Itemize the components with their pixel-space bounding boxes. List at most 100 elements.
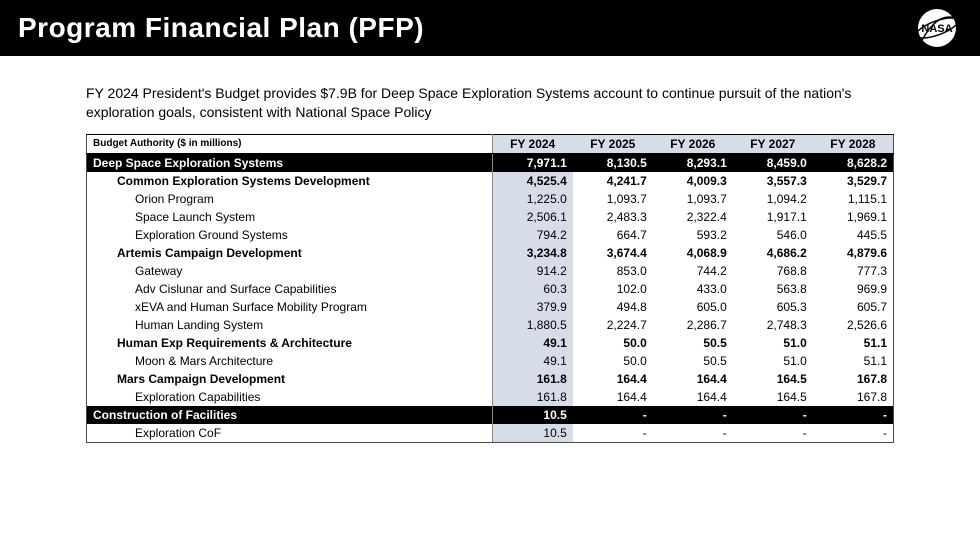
row-value: 4,009.3 — [653, 172, 733, 190]
table-row: Orion Program1,225.01,093.71,093.71,094.… — [87, 190, 894, 208]
table-row: xEVA and Human Surface Mobility Program3… — [87, 298, 894, 316]
row-value: 593.2 — [653, 226, 733, 244]
intro-text: FY 2024 President's Budget provides $7.9… — [86, 84, 894, 122]
row-value: 605.3 — [733, 298, 813, 316]
row-label: Adv Cislunar and Surface Capabilities — [87, 280, 493, 298]
table-row: Human Landing System1,880.52,224.72,286.… — [87, 316, 894, 334]
table-row: Exploration Capabilities161.8164.4164.41… — [87, 388, 894, 406]
row-value: 1,917.1 — [733, 208, 813, 226]
row-value: 3,529.7 — [813, 172, 894, 190]
row-value: 605.0 — [653, 298, 733, 316]
row-label: Space Launch System — [87, 208, 493, 226]
row-value: 49.1 — [492, 334, 573, 352]
row-label: Mars Campaign Development — [87, 370, 493, 388]
row-label: Exploration Ground Systems — [87, 226, 493, 244]
row-value: 167.8 — [813, 370, 894, 388]
table-row: Exploration Ground Systems794.2664.7593.… — [87, 226, 894, 244]
row-value: 10.5 — [492, 424, 573, 443]
table-row: Common Exploration Systems Development4,… — [87, 172, 894, 190]
table-row: Space Launch System2,506.12,483.32,322.4… — [87, 208, 894, 226]
row-value: 4,686.2 — [733, 244, 813, 262]
row-value: 4,068.9 — [653, 244, 733, 262]
content-area: FY 2024 President's Budget provides $7.9… — [0, 56, 980, 443]
row-value: 1,880.5 — [492, 316, 573, 334]
row-value: 546.0 — [733, 226, 813, 244]
row-label: Human Landing System — [87, 316, 493, 334]
row-value: 161.8 — [492, 370, 573, 388]
row-value: 3,234.8 — [492, 244, 573, 262]
row-label: Deep Space Exploration Systems — [87, 153, 493, 172]
table-column-header: FY 2027 — [733, 134, 813, 153]
page-title: Program Financial Plan (PFP) — [18, 12, 424, 44]
table-row: Construction of Facilities10.5---- — [87, 406, 894, 424]
row-value: 164.4 — [573, 370, 653, 388]
row-value: 50.5 — [653, 352, 733, 370]
row-value: 1,115.1 — [813, 190, 894, 208]
table-column-header: FY 2024 — [492, 134, 573, 153]
row-value: 1,969.1 — [813, 208, 894, 226]
table-column-header: FY 2025 — [573, 134, 653, 153]
row-value: 60.3 — [492, 280, 573, 298]
row-value: 2,224.7 — [573, 316, 653, 334]
row-value: 2,322.4 — [653, 208, 733, 226]
row-value: 1,094.2 — [733, 190, 813, 208]
row-label: Artemis Campaign Development — [87, 244, 493, 262]
table-row: Gateway914.2853.0744.2768.8777.3 — [87, 262, 894, 280]
row-value: 494.8 — [573, 298, 653, 316]
row-value: - — [733, 406, 813, 424]
row-value: 563.8 — [733, 280, 813, 298]
row-value: - — [733, 424, 813, 443]
row-value: 1,093.7 — [653, 190, 733, 208]
row-value: 50.5 — [653, 334, 733, 352]
table-row: Mars Campaign Development161.8164.4164.4… — [87, 370, 894, 388]
row-value: 777.3 — [813, 262, 894, 280]
row-value: 164.4 — [573, 388, 653, 406]
table-row: Adv Cislunar and Surface Capabilities60.… — [87, 280, 894, 298]
row-value: 433.0 — [653, 280, 733, 298]
row-value: 1,225.0 — [492, 190, 573, 208]
row-value: 853.0 — [573, 262, 653, 280]
row-value: - — [573, 406, 653, 424]
row-value: 50.0 — [573, 334, 653, 352]
row-value: 4,525.4 — [492, 172, 573, 190]
row-value: 161.8 — [492, 388, 573, 406]
row-value: 664.7 — [573, 226, 653, 244]
row-value: 605.7 — [813, 298, 894, 316]
row-value: 2,506.1 — [492, 208, 573, 226]
row-value: 4,879.6 — [813, 244, 894, 262]
row-value: 164.4 — [653, 370, 733, 388]
row-value: 379.9 — [492, 298, 573, 316]
row-label: Human Exp Requirements & Architecture — [87, 334, 493, 352]
row-value: 102.0 — [573, 280, 653, 298]
row-value: 10.5 — [492, 406, 573, 424]
table-column-header: FY 2028 — [813, 134, 894, 153]
row-value: - — [653, 424, 733, 443]
row-value: - — [813, 406, 894, 424]
table-column-header: FY 2026 — [653, 134, 733, 153]
row-label: Moon & Mars Architecture — [87, 352, 493, 370]
row-value: 49.1 — [492, 352, 573, 370]
row-value: 3,674.4 — [573, 244, 653, 262]
row-value: 51.1 — [813, 352, 894, 370]
row-value: 969.9 — [813, 280, 894, 298]
row-value: 51.0 — [733, 334, 813, 352]
row-value: 2,286.7 — [653, 316, 733, 334]
row-value: 768.8 — [733, 262, 813, 280]
table-row: Artemis Campaign Development3,234.83,674… — [87, 244, 894, 262]
row-value: - — [653, 406, 733, 424]
nasa-logo-icon: NASA — [912, 7, 962, 49]
table-row: Moon & Mars Architecture49.150.050.551.0… — [87, 352, 894, 370]
table-row: Deep Space Exploration Systems7,971.18,1… — [87, 153, 894, 172]
row-value: 51.0 — [733, 352, 813, 370]
row-value: 167.8 — [813, 388, 894, 406]
row-value: 794.2 — [492, 226, 573, 244]
row-value: 8,293.1 — [653, 153, 733, 172]
row-value: 8,628.2 — [813, 153, 894, 172]
row-value: 8,130.5 — [573, 153, 653, 172]
row-value: 744.2 — [653, 262, 733, 280]
row-value: 50.0 — [573, 352, 653, 370]
row-value: 914.2 — [492, 262, 573, 280]
row-value: 164.4 — [653, 388, 733, 406]
row-value: 1,093.7 — [573, 190, 653, 208]
table-row: Human Exp Requirements & Architecture49.… — [87, 334, 894, 352]
